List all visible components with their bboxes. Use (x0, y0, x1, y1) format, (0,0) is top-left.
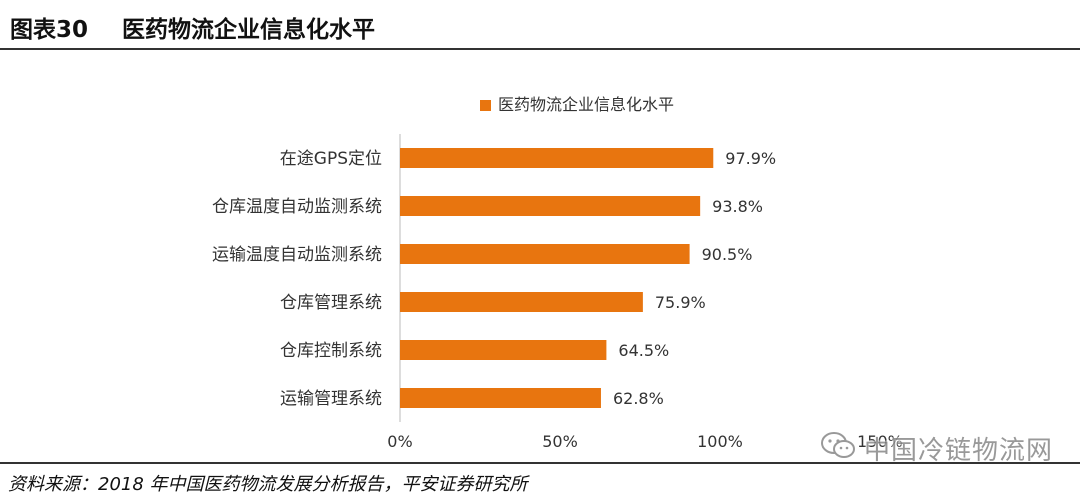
category-label: 仓库温度自动监测系统 (212, 197, 382, 217)
figure-title: 医药物流企业信息化水平 (122, 17, 375, 43)
figure-header: 图表30 医药物流企业信息化水平 (0, 0, 1080, 50)
category-label: 仓库控制系统 (280, 341, 382, 361)
data-label: 93.8% (712, 197, 763, 216)
figure-footer: 资料来源：2018 年中国医药物流发展分析报告，平安证券研究所 (0, 462, 1080, 500)
bar (400, 148, 714, 168)
bar (400, 244, 690, 264)
category-label: 运输温度自动监测系统 (212, 245, 382, 265)
legend: 医药物流企业信息化水平 (480, 95, 674, 114)
chart-area: 医药物流企业信息化水平 在途GPS定位 97.9% 仓库温度自动监测系统 93.8% 运… (0, 50, 1080, 462)
x-tick-label: 100% (697, 432, 743, 451)
bar-chart: 医药物流企业信息化水平 在途GPS定位 97.9% 仓库温度自动监测系统 93.8% 运… (212, 95, 903, 451)
data-label: 64.5% (618, 341, 669, 360)
x-tick-label: 50% (542, 432, 578, 451)
bar (400, 292, 643, 312)
legend-label: 医药物流企业信息化水平 (498, 95, 674, 114)
bar (400, 388, 601, 408)
figure-number: 图表30 (10, 17, 89, 43)
watermark: 中国冷链物流网 (820, 428, 1053, 468)
bar (400, 196, 701, 216)
data-label: 62.8% (613, 389, 664, 408)
x-tick-label: 0% (387, 432, 412, 451)
data-label: 90.5% (702, 245, 753, 264)
source-note: 资料来源：2018 年中国医药物流发展分析报告，平安证券研究所 (8, 474, 528, 495)
wechat-icon (820, 431, 856, 465)
category-label: 仓库管理系统 (280, 293, 382, 313)
watermark-text: 中国冷链物流网 (864, 435, 1054, 466)
x-tick-label: 150% (857, 432, 903, 451)
category-label: 在途GPS定位 (280, 149, 382, 169)
data-label: 75.9% (655, 293, 706, 312)
legend-swatch (480, 100, 491, 111)
bar (400, 340, 607, 360)
data-label: 97.9% (725, 149, 776, 168)
category-label: 运输管理系统 (280, 389, 382, 409)
